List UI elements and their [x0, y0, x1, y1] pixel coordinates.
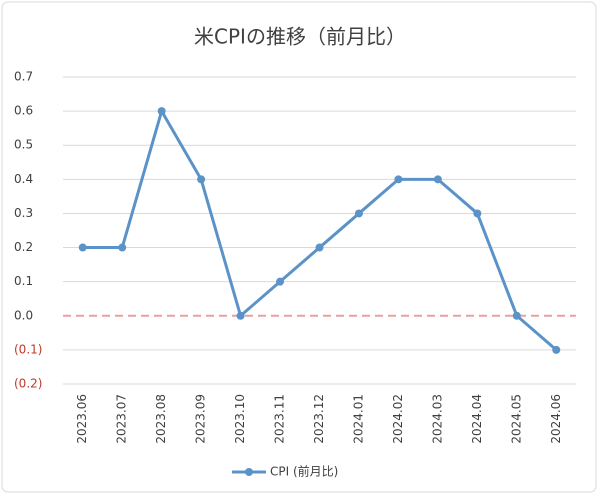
point	[157, 107, 166, 116]
legend-label: CPI (前月比)	[270, 464, 338, 479]
point	[433, 175, 442, 184]
x-tick-label: 2023.09	[194, 394, 208, 444]
y-tick-label: 0.1	[14, 274, 33, 288]
point	[118, 243, 127, 252]
y-tick-label: 0.5	[14, 138, 33, 152]
y-tick-label: (0.1)	[14, 342, 42, 356]
x-tick-label: 2024.03	[430, 394, 444, 444]
point	[394, 175, 403, 184]
point	[78, 243, 87, 252]
chart-title: 米CPIの推移（前月比）	[194, 25, 406, 49]
y-tick-label: 0.3	[14, 206, 33, 220]
x-tick-label: 2024.02	[391, 394, 405, 444]
point	[276, 277, 285, 286]
x-tick-label: 2023.11	[273, 394, 287, 444]
x-tick-label: 2024.04	[470, 394, 484, 444]
legend-marker	[245, 468, 253, 476]
y-tick-label: (0.2)	[14, 377, 42, 391]
y-tick-label: 0.0	[14, 308, 33, 322]
point	[473, 209, 482, 218]
y-tick-label: 0.6	[14, 104, 33, 118]
x-tick-label: 2023.08	[154, 394, 168, 444]
x-tick-label: 2023.07	[115, 394, 129, 444]
y-tick-label: 0.2	[14, 240, 33, 254]
point	[354, 209, 363, 218]
x-tick-label: 2024.05	[509, 394, 523, 444]
x-tick-label: 2024.01	[351, 394, 365, 444]
x-tick-label: 2023.12	[312, 394, 326, 444]
y-tick-label: 0.4	[14, 172, 33, 186]
x-tick-label: 2024.06	[549, 394, 563, 444]
point	[197, 175, 206, 184]
x-tick-label: 2023.06	[75, 394, 89, 444]
point	[315, 243, 324, 252]
y-tick-label: 0.7	[14, 70, 33, 84]
point	[236, 311, 245, 320]
point	[512, 311, 521, 320]
point	[552, 345, 561, 354]
x-tick-label: 2023.10	[233, 394, 247, 444]
